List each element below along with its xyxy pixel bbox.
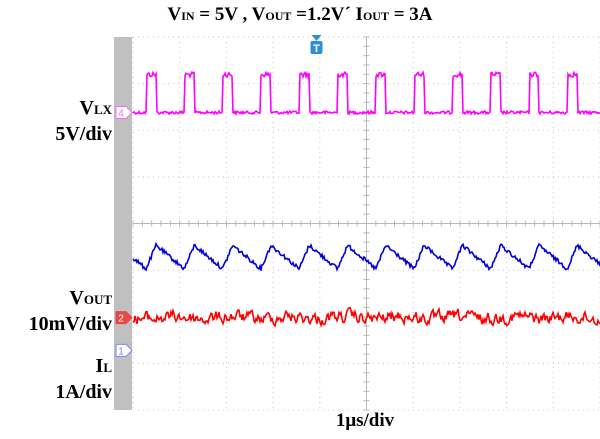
label-vout-name: VOUT bbox=[69, 287, 112, 309]
channel-marker-vlx: 4 bbox=[115, 106, 133, 120]
label-il-scale: 1A/div bbox=[55, 381, 112, 403]
traces bbox=[132, 70, 600, 329]
label-vlx-scale: 5V/div bbox=[55, 123, 112, 145]
channel-marker-vout: 2 bbox=[115, 311, 133, 325]
chart-title: VIN = 5V , VOUT =1.2Vˊ IOUT = 3A bbox=[167, 4, 433, 25]
channel-marker-label: 2 bbox=[118, 314, 124, 325]
trace-il bbox=[132, 241, 600, 272]
channel-marker-label: 4 bbox=[118, 109, 124, 120]
label-il-name: IL bbox=[95, 355, 112, 377]
grid bbox=[132, 36, 600, 411]
trigger-box bbox=[310, 41, 323, 54]
label-vlx-name: VLX bbox=[79, 97, 112, 119]
channel-marker-il: 1 bbox=[115, 343, 133, 357]
trigger-label: T bbox=[313, 43, 320, 55]
trace-vout bbox=[132, 306, 600, 329]
label-vout-scale: 10mV/div bbox=[28, 313, 112, 335]
channel-markers: 4 2 1 bbox=[115, 106, 133, 357]
trigger-marker: T bbox=[310, 35, 323, 55]
channel-marker-label: 1 bbox=[118, 346, 124, 357]
trace-vlx bbox=[132, 70, 600, 116]
x-axis-label: 1μs/div bbox=[335, 410, 395, 431]
trigger-arrow-icon bbox=[311, 35, 322, 41]
